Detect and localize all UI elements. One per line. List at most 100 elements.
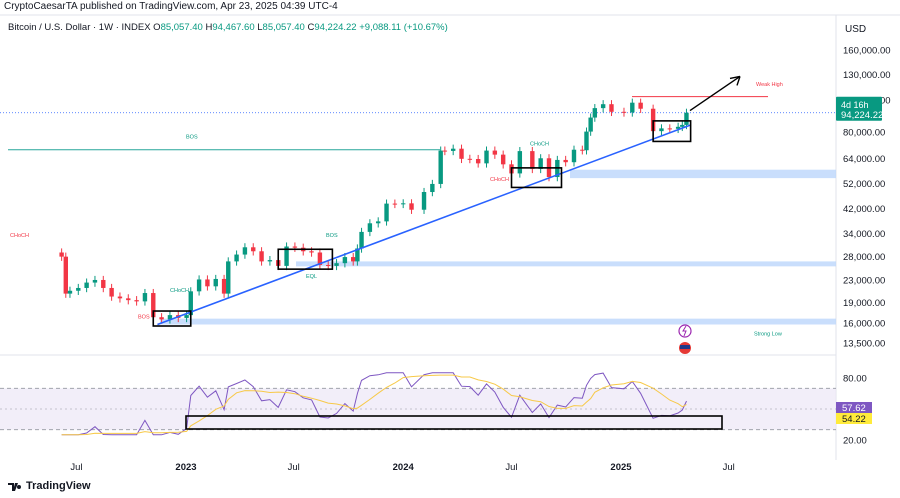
time-tick-label: Jul — [288, 462, 300, 473]
annotation-label: CHoCH — [530, 141, 549, 147]
candle-body — [355, 248, 360, 262]
price-tick-label: 42,000.00 — [843, 204, 885, 215]
candles — [59, 98, 689, 324]
candle-body — [667, 128, 672, 130]
currency-label[interactable]: USD — [845, 24, 867, 35]
price-tick-label: 13,500.00 — [843, 339, 885, 350]
candle-body — [517, 151, 523, 174]
lightning-icon — [678, 324, 692, 338]
candle-body — [63, 256, 68, 294]
price-tag-bg — [836, 96, 882, 121]
candle-body — [650, 108, 656, 132]
candle-body — [92, 279, 98, 283]
price-tick-label: 52,000.00 — [843, 179, 885, 190]
candle-body — [475, 159, 481, 164]
rsi-tick-label: 20.00 — [843, 436, 867, 447]
price-tick-label: 80,000.00 — [843, 128, 885, 139]
candle-body — [580, 149, 585, 151]
rsi-support-box — [185, 415, 723, 430]
candle-body — [196, 279, 202, 292]
candle-body — [326, 264, 331, 266]
highlight-box — [652, 120, 692, 143]
candle-body — [309, 251, 314, 253]
annotation-label: CHoCH — [170, 288, 189, 294]
candle-body — [584, 131, 589, 151]
close-value: 94,224.22 — [314, 22, 357, 33]
low-value: 85,057.40 — [262, 22, 305, 33]
annotation-label: EQL — [306, 274, 317, 280]
time-tick-label: 2023 — [175, 462, 196, 473]
candle-body — [492, 150, 498, 155]
candle-body — [588, 117, 593, 132]
rsi-tag-bg — [836, 402, 872, 413]
candle-body — [284, 246, 289, 266]
projection-arrowhead — [729, 75, 741, 86]
highlight-box — [510, 167, 563, 189]
demand-zone — [296, 261, 836, 267]
candle-body — [267, 260, 273, 262]
demand-zone — [160, 318, 836, 325]
us-flag-stripe-icon — [680, 345, 690, 349]
candle-body — [538, 158, 543, 169]
open-value: 85,057.40 — [160, 22, 203, 33]
time-tick-label: Jul — [723, 462, 735, 473]
candle-body — [126, 298, 131, 301]
candle-body — [384, 203, 389, 222]
candle-body — [67, 290, 73, 294]
candle-body — [409, 203, 414, 210]
time-tick-label: Jul — [505, 462, 517, 473]
lightning-bolt-icon — [682, 325, 687, 337]
annotation-label: BOS — [186, 134, 198, 140]
high-key: H — [205, 22, 213, 33]
price-tick-label: 64,000.00 — [843, 154, 885, 165]
low-key: L — [257, 22, 263, 33]
symbol-title[interactable]: Bitcoin / U.S. Dollar · 1W · INDEX — [8, 22, 151, 33]
brand-name: TradingView — [26, 480, 91, 492]
candle-body — [600, 104, 606, 109]
price-tick-label: 16,000.00 — [843, 319, 885, 330]
candle-body — [167, 315, 173, 320]
close-key: C — [307, 22, 315, 33]
rsi-ma-line — [61, 374, 687, 436]
candle-body — [530, 151, 535, 169]
candle-body — [342, 257, 348, 264]
candle-body — [109, 287, 114, 297]
price-tick-label: 19,000.00 — [843, 298, 885, 309]
price-tag-value: 94,224.22 — [841, 110, 883, 121]
rsi-tag-value: 57.62 — [842, 403, 866, 414]
candle-body — [563, 159, 568, 163]
time-tick-label: Jul — [70, 462, 82, 473]
highlight-box — [152, 310, 192, 327]
candle-body — [151, 293, 156, 318]
candle-body — [680, 124, 685, 127]
candle-body — [234, 254, 239, 262]
candle-body — [430, 183, 435, 193]
price-tick-label: 23,000.00 — [843, 275, 885, 286]
candle-body — [213, 278, 218, 287]
candle-body — [675, 126, 681, 129]
price-tick-label: 28,000.00 — [843, 252, 885, 263]
price-tick-label: 34,000.00 — [843, 229, 885, 240]
candle-body — [442, 150, 448, 152]
rsi-line — [61, 372, 687, 436]
price-countdown: 4d 16h — [841, 100, 869, 110]
highlight-box — [277, 248, 334, 270]
candle-body — [500, 154, 506, 165]
candle-body — [351, 257, 356, 262]
candle-body — [84, 282, 89, 288]
tradingview-logo[interactable]: TradingView — [8, 480, 91, 492]
candle-body — [205, 279, 210, 287]
candle-body — [401, 203, 406, 205]
candle-body — [621, 111, 627, 113]
candle-body — [459, 148, 464, 159]
candle-body — [592, 108, 598, 118]
candle-body — [392, 203, 398, 205]
candle-body — [630, 102, 635, 113]
candle-body — [438, 150, 443, 184]
high-value: 94,467.60 — [212, 22, 255, 33]
candle-body — [76, 287, 81, 291]
publish-info: CryptoCaesarTA published on TradingView.… — [4, 1, 338, 12]
time-tick-label: 2025 — [610, 462, 632, 473]
candle-body — [421, 192, 427, 210]
